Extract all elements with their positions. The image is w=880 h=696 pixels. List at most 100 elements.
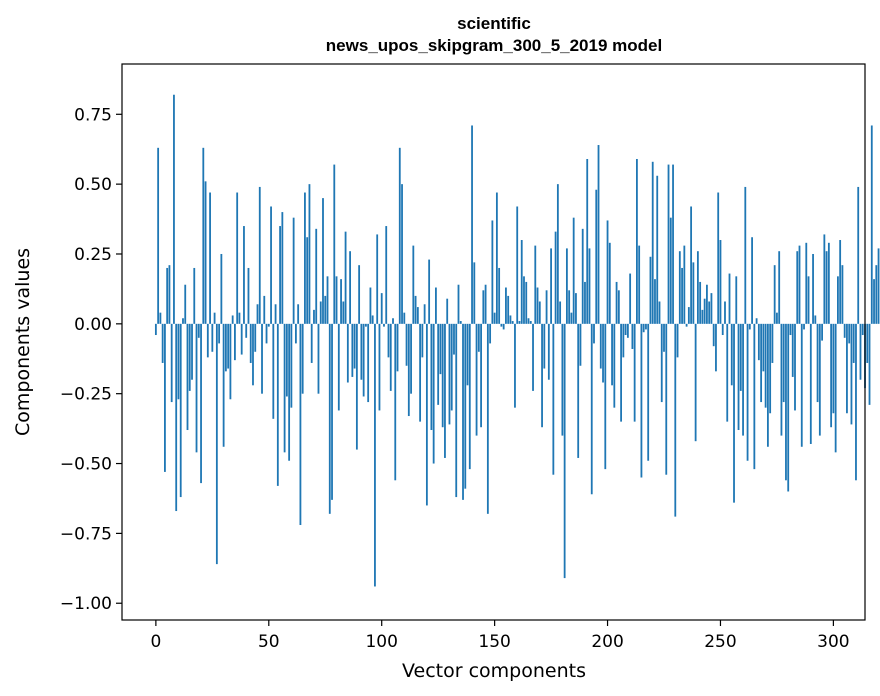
bar-108	[398, 147, 401, 324]
bar-164	[525, 281, 528, 324]
x-tick-label: 250	[704, 632, 736, 652]
bar-20	[200, 323, 202, 484]
bar-232	[678, 251, 681, 324]
bar-36	[236, 192, 239, 324]
bar-305	[843, 323, 846, 338]
bar-128	[444, 323, 446, 458]
bar-271	[766, 323, 769, 447]
bar-315	[866, 323, 869, 363]
bar-208	[624, 323, 627, 336]
bar-67	[306, 237, 309, 324]
bar-209	[626, 323, 629, 338]
bar-149	[491, 220, 494, 324]
bar-139	[468, 323, 471, 470]
bar-111	[405, 323, 408, 366]
bar-318	[873, 279, 875, 324]
bar-191	[586, 158, 589, 324]
bar-89	[355, 323, 358, 450]
bar-260	[742, 323, 744, 436]
bar-90	[358, 265, 361, 324]
bar-292	[814, 315, 817, 324]
bar-53	[274, 304, 277, 324]
bar-253	[726, 323, 729, 422]
x-tick-label: 300	[817, 632, 849, 652]
bar-319	[875, 265, 878, 324]
bar-302	[837, 276, 839, 324]
bar-255	[730, 323, 733, 386]
bar-147	[486, 323, 489, 514]
bar-183	[568, 290, 571, 324]
bar-35	[234, 323, 236, 361]
bar-69	[310, 323, 313, 363]
bar-274	[773, 265, 776, 324]
bar-120	[425, 323, 428, 506]
bar-163	[523, 276, 525, 324]
bar-240	[696, 251, 699, 324]
bar-269	[762, 323, 765, 372]
bar-247	[712, 323, 715, 347]
bar-308	[850, 323, 853, 425]
bar-195	[595, 189, 598, 324]
bar-244	[706, 284, 708, 324]
bar-140	[471, 125, 473, 324]
bar-17	[193, 267, 196, 324]
bar-119	[423, 304, 426, 324]
bar-213	[636, 158, 638, 324]
bar-303	[839, 240, 842, 324]
y-tick-label: −0.25	[60, 385, 112, 405]
bar-241	[699, 281, 702, 324]
bar-181	[563, 323, 566, 579]
bar-179	[559, 301, 562, 324]
bar-0	[154, 323, 157, 336]
bar-214	[638, 245, 641, 324]
bar-62	[294, 323, 297, 344]
bar-42	[249, 323, 252, 363]
bar-48	[263, 295, 266, 324]
bar-210	[629, 273, 632, 324]
bar-284	[796, 251, 799, 324]
bar-82	[340, 279, 342, 324]
bar-24	[209, 192, 211, 324]
bar-33	[229, 323, 232, 400]
bar-190	[584, 281, 586, 324]
bar-215	[640, 323, 643, 478]
bar-262	[746, 323, 749, 461]
bar-142	[475, 323, 478, 436]
bar-220	[651, 161, 654, 324]
bar-80	[335, 276, 338, 324]
bar-258	[737, 323, 740, 431]
bar-49	[265, 323, 268, 344]
bar-233	[681, 267, 683, 324]
bar-18	[195, 323, 198, 453]
bar-312	[859, 323, 862, 380]
bar-192	[588, 248, 591, 324]
bar-116	[416, 307, 419, 324]
bar-100	[380, 293, 383, 324]
bar-223	[658, 301, 661, 324]
bar-178	[556, 184, 559, 324]
bar-78	[331, 323, 333, 500]
bar-143	[477, 323, 480, 352]
y-tick-label: 0.75	[74, 105, 112, 125]
bar-93	[365, 323, 367, 327]
bar-31	[224, 323, 227, 372]
bar-320	[877, 248, 880, 324]
bar-310	[855, 323, 857, 481]
y-tick-label: 0.25	[74, 245, 112, 265]
bar-58	[285, 323, 288, 397]
bar-290	[809, 323, 812, 444]
y-axis-ticks: 0.75 0.50 0.25 0.00 −0.25 −0.50 −0.75 −1.00	[60, 105, 122, 614]
bar-92	[362, 323, 365, 397]
bar-158	[511, 321, 514, 324]
bar-224	[660, 323, 663, 403]
bar-5	[166, 267, 169, 324]
bar-169	[536, 287, 539, 324]
bar-288	[805, 242, 808, 324]
bar-291	[812, 253, 814, 324]
bar-238	[692, 262, 695, 324]
bar-4	[164, 323, 166, 472]
bar-212	[633, 323, 636, 422]
bar-311	[857, 186, 860, 324]
bar-2	[159, 312, 162, 324]
bar-41	[247, 267, 250, 324]
